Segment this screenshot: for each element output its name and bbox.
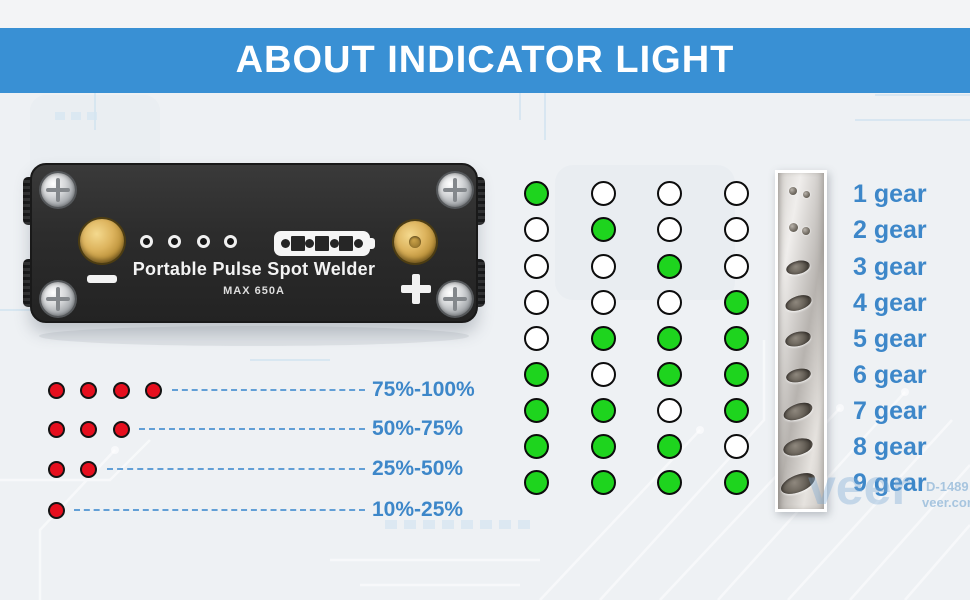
gear-label: 5 gear [853, 325, 927, 353]
watermark-brand: veer [808, 459, 911, 515]
gear-light-on [657, 362, 683, 387]
device-front-panel: Portable Pulse Spot Welder MAX 650A [30, 163, 478, 323]
gear-light-on [590, 326, 616, 351]
gear-label: 6 gear [853, 361, 927, 389]
gear-light-on [657, 434, 683, 459]
gear-light-off [590, 254, 616, 279]
gear-label: 9 gear [853, 469, 927, 497]
plus-symbol [412, 274, 420, 304]
gear-label: 3 gear [853, 253, 927, 281]
weld-mark-dot [789, 187, 797, 195]
battery-nub [370, 238, 375, 249]
gear-light-off [657, 181, 683, 206]
gear-light-off [524, 290, 549, 315]
gear-light-off [524, 326, 549, 351]
battery-level-dot [47, 501, 65, 519]
gear-light-off [657, 398, 683, 423]
battery-icon [274, 231, 375, 256]
gear-light-on [657, 326, 683, 351]
panel-indicator-dot [167, 235, 181, 248]
gear-light-off [724, 217, 749, 242]
header-bar: ABOUT INDICATOR LIGHT [0, 28, 970, 93]
gear-light-off [657, 217, 683, 242]
legend-connector-line [139, 428, 365, 430]
gear-label: 1 gear [853, 180, 927, 208]
gear-light-on [590, 434, 616, 459]
page-title: ABOUT INDICATOR LIGHT [235, 39, 735, 81]
legend-connector-line [74, 509, 365, 511]
gear-light-off [524, 254, 549, 279]
gear-light-off [590, 181, 616, 206]
gear-label: 4 gear [853, 289, 927, 317]
gear-light-on [724, 290, 749, 315]
panel-indicator-dot [139, 235, 153, 248]
gear-light-on [524, 398, 549, 423]
gear-label: 8 gear [853, 433, 927, 461]
gear-light-on [590, 470, 616, 495]
gear-light-off [724, 181, 749, 206]
panel-indicator-dot [196, 235, 210, 248]
battery-level-label: 25%-50% [372, 457, 464, 480]
gear-light-off [590, 362, 616, 387]
negative-terminal [80, 219, 124, 263]
gear-label: 2 gear [853, 216, 927, 244]
gear-light-on [524, 362, 549, 387]
gear-light-on [724, 470, 749, 495]
weld-mark-dot [803, 191, 810, 198]
gear-light-on [657, 254, 683, 279]
minus-symbol [87, 275, 117, 283]
spot-welder-device: Portable Pulse Spot Welder MAX 650A [23, 163, 485, 323]
watermark-domain: veer.con [922, 495, 970, 510]
gear-light-off [590, 290, 616, 315]
gear-light-off [724, 434, 749, 459]
battery-level-label: 75%-100% [372, 378, 475, 401]
battery-level-dot [80, 460, 97, 478]
weld-mark-dot [802, 227, 810, 235]
battery-level-dot [80, 381, 97, 399]
gear-light-on [524, 434, 549, 459]
battery-level-dot [145, 381, 162, 399]
gear-light-on [524, 181, 549, 206]
gear-light-on [657, 470, 683, 495]
gear-light-on [724, 362, 749, 387]
battery-level-dot [47, 460, 65, 478]
gear-label: 7 gear [853, 397, 927, 425]
battery-level-dot [47, 381, 65, 399]
device-max-current-label: MAX 650A [223, 285, 285, 297]
gear-light-on [724, 398, 749, 423]
legend-connector-line [171, 389, 365, 391]
battery-level-dot [112, 381, 130, 399]
gear-light-on [524, 470, 549, 495]
battery-level-label: 10%-25% [372, 498, 464, 521]
legend-connector-line [106, 468, 365, 470]
gear-light-off [657, 290, 683, 315]
watermark-id: D-1489 [926, 479, 969, 494]
gear-light-on [724, 326, 749, 351]
screw-icon [41, 173, 75, 207]
screw-icon [438, 282, 472, 316]
weld-mark-dot [789, 223, 798, 232]
top-band [0, 0, 970, 28]
battery-level-dot [112, 420, 130, 438]
screw-icon [41, 282, 75, 316]
screw-icon [438, 173, 472, 207]
positive-terminal [394, 221, 436, 263]
battery-level-label: 50%-75% [372, 417, 464, 440]
gear-light-off [524, 217, 549, 242]
battery-level-dot [80, 420, 97, 438]
gear-light-on [590, 217, 616, 242]
battery-level-dot [47, 420, 65, 438]
device-title: Portable Pulse Spot Welder [132, 259, 376, 279]
gear-light-off [724, 254, 749, 279]
panel-indicator-dot [223, 235, 237, 248]
gear-light-on [590, 398, 616, 423]
